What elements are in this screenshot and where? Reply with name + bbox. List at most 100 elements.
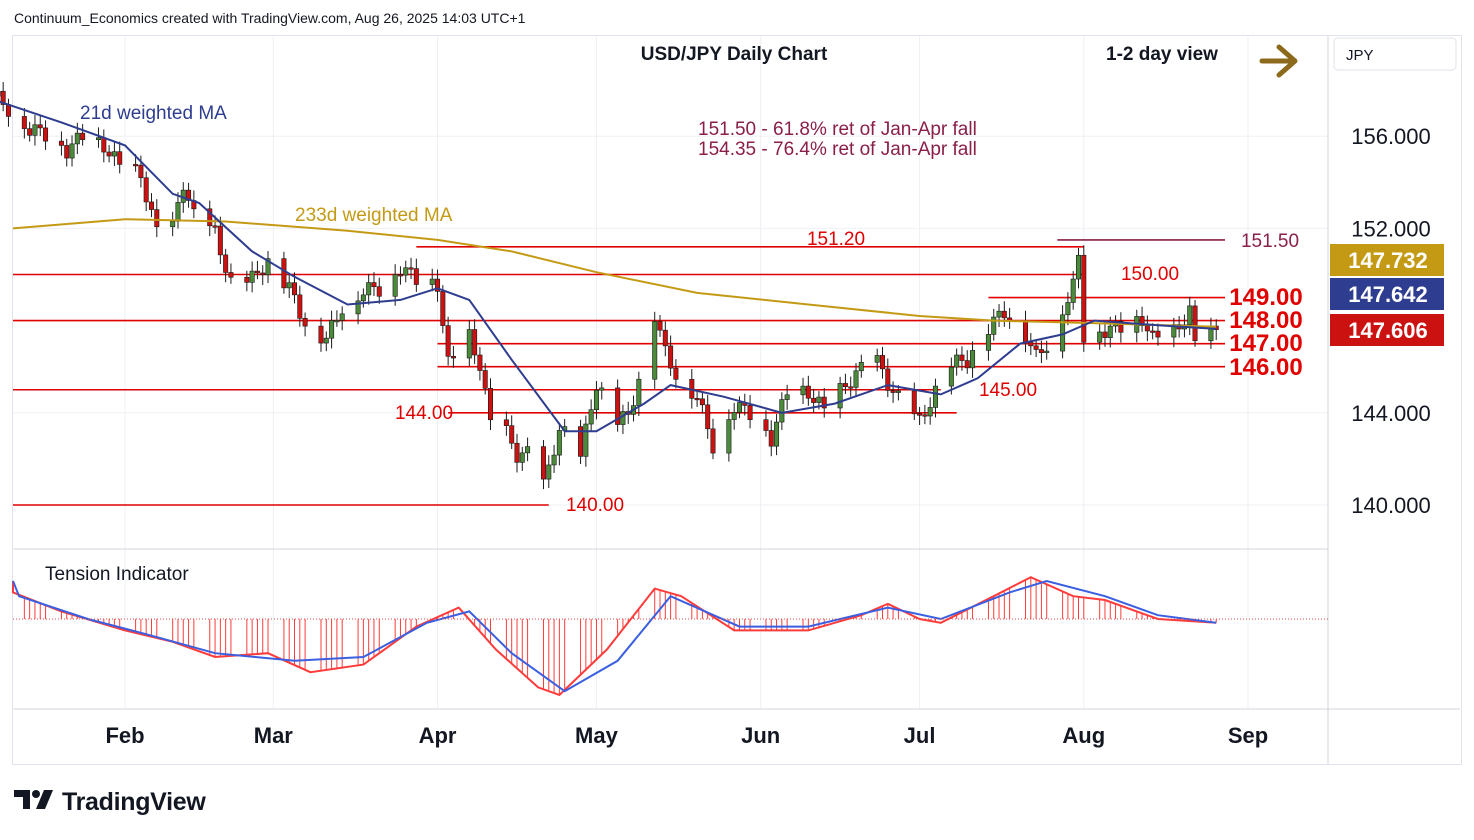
candle-body — [106, 151, 112, 157]
moving-averages — [0, 100, 1217, 433]
candle-body — [927, 407, 933, 417]
candle-body — [837, 383, 843, 409]
candle — [747, 395, 753, 429]
candle-body — [657, 321, 663, 331]
candle-body — [111, 151, 117, 157]
candle-body — [329, 320, 335, 339]
candle-body — [302, 318, 308, 327]
candle-body — [397, 274, 403, 277]
candle — [1081, 245, 1087, 352]
candle — [302, 312, 308, 337]
tradingview-logo: TradingView — [14, 788, 206, 817]
candle-body — [223, 254, 229, 273]
candle — [842, 373, 848, 394]
candle-body — [736, 402, 742, 413]
candle — [360, 288, 366, 308]
candle-body — [514, 442, 520, 463]
candle — [874, 348, 880, 372]
candle-body — [593, 389, 599, 410]
candle-body — [768, 430, 774, 447]
x-tick-label: Mar — [254, 723, 294, 748]
ma233-line — [12, 218, 1217, 328]
candle — [1065, 292, 1071, 326]
candle-body — [615, 387, 621, 425]
candle-body — [143, 177, 149, 203]
candle-body — [488, 388, 494, 421]
ma21-line — [0, 100, 1217, 433]
candle-body — [64, 145, 70, 159]
ma21-label: 21d weighted MA — [80, 103, 227, 124]
candle — [1001, 301, 1007, 327]
level-label: 150.00 — [1121, 264, 1179, 285]
tension-indicator-pane — [12, 576, 1217, 697]
candle — [5, 98, 11, 127]
candle — [143, 171, 149, 212]
candle — [890, 381, 896, 403]
candle — [228, 263, 234, 284]
candle-body — [1144, 325, 1150, 332]
candle — [1144, 315, 1150, 342]
candle-body — [525, 446, 531, 454]
candle-body — [842, 383, 848, 388]
candle-body — [154, 209, 160, 228]
candle-body — [403, 267, 409, 276]
candle-body — [1118, 320, 1124, 333]
candle-body — [588, 409, 594, 425]
level-label: 148.00 — [1229, 307, 1302, 334]
candle — [774, 414, 780, 456]
candle — [1187, 296, 1193, 336]
candle-body — [848, 386, 854, 389]
candle-body — [138, 164, 144, 179]
price-tag: 147.642 — [1330, 278, 1444, 310]
annotation-2: 154.35 - 76.4% ret of Jan-Apr fall — [698, 139, 977, 160]
candle — [779, 392, 785, 430]
candle — [249, 261, 255, 293]
candle — [223, 248, 229, 283]
candle — [509, 415, 515, 450]
candle — [27, 121, 33, 142]
candle — [858, 354, 864, 378]
y-tick-label: 156.000 — [1351, 124, 1431, 149]
candle-body — [662, 329, 668, 347]
candle-body — [212, 225, 218, 228]
tradingview-logo-icon — [14, 788, 54, 817]
candle-body — [334, 320, 340, 323]
candle — [429, 268, 435, 292]
candle — [954, 348, 960, 376]
candle — [885, 358, 891, 398]
candle-body — [80, 132, 86, 140]
price-tag-bg — [1330, 244, 1444, 276]
candle — [1155, 323, 1161, 346]
candle-body — [37, 124, 43, 129]
candle — [403, 260, 409, 283]
candle — [260, 265, 266, 286]
currency-box[interactable]: JPY — [1333, 37, 1457, 71]
candle-body — [249, 270, 255, 283]
candle-body — [620, 411, 626, 425]
candle-body — [21, 116, 27, 129]
candle-body — [435, 278, 441, 292]
candle-body — [551, 454, 557, 466]
candle-body — [74, 132, 80, 145]
candle — [1033, 339, 1039, 358]
candle — [662, 321, 668, 357]
candle-body — [917, 413, 923, 416]
level-label: 151.50 — [1241, 231, 1299, 252]
candle-body — [991, 316, 997, 335]
candle-body — [932, 385, 938, 408]
candle — [599, 382, 605, 400]
candle — [726, 409, 732, 462]
candle — [1171, 317, 1177, 348]
candle — [43, 120, 49, 150]
candle-body — [985, 334, 991, 351]
candle-body — [779, 399, 785, 423]
candle-body — [260, 272, 266, 276]
candle — [768, 420, 774, 457]
chart-title: USD/JPY Daily Chart — [641, 44, 828, 65]
candle — [996, 304, 1002, 328]
candle-body — [853, 370, 859, 388]
candle — [985, 324, 991, 361]
candle-body — [392, 274, 398, 297]
candle-body — [408, 267, 414, 270]
